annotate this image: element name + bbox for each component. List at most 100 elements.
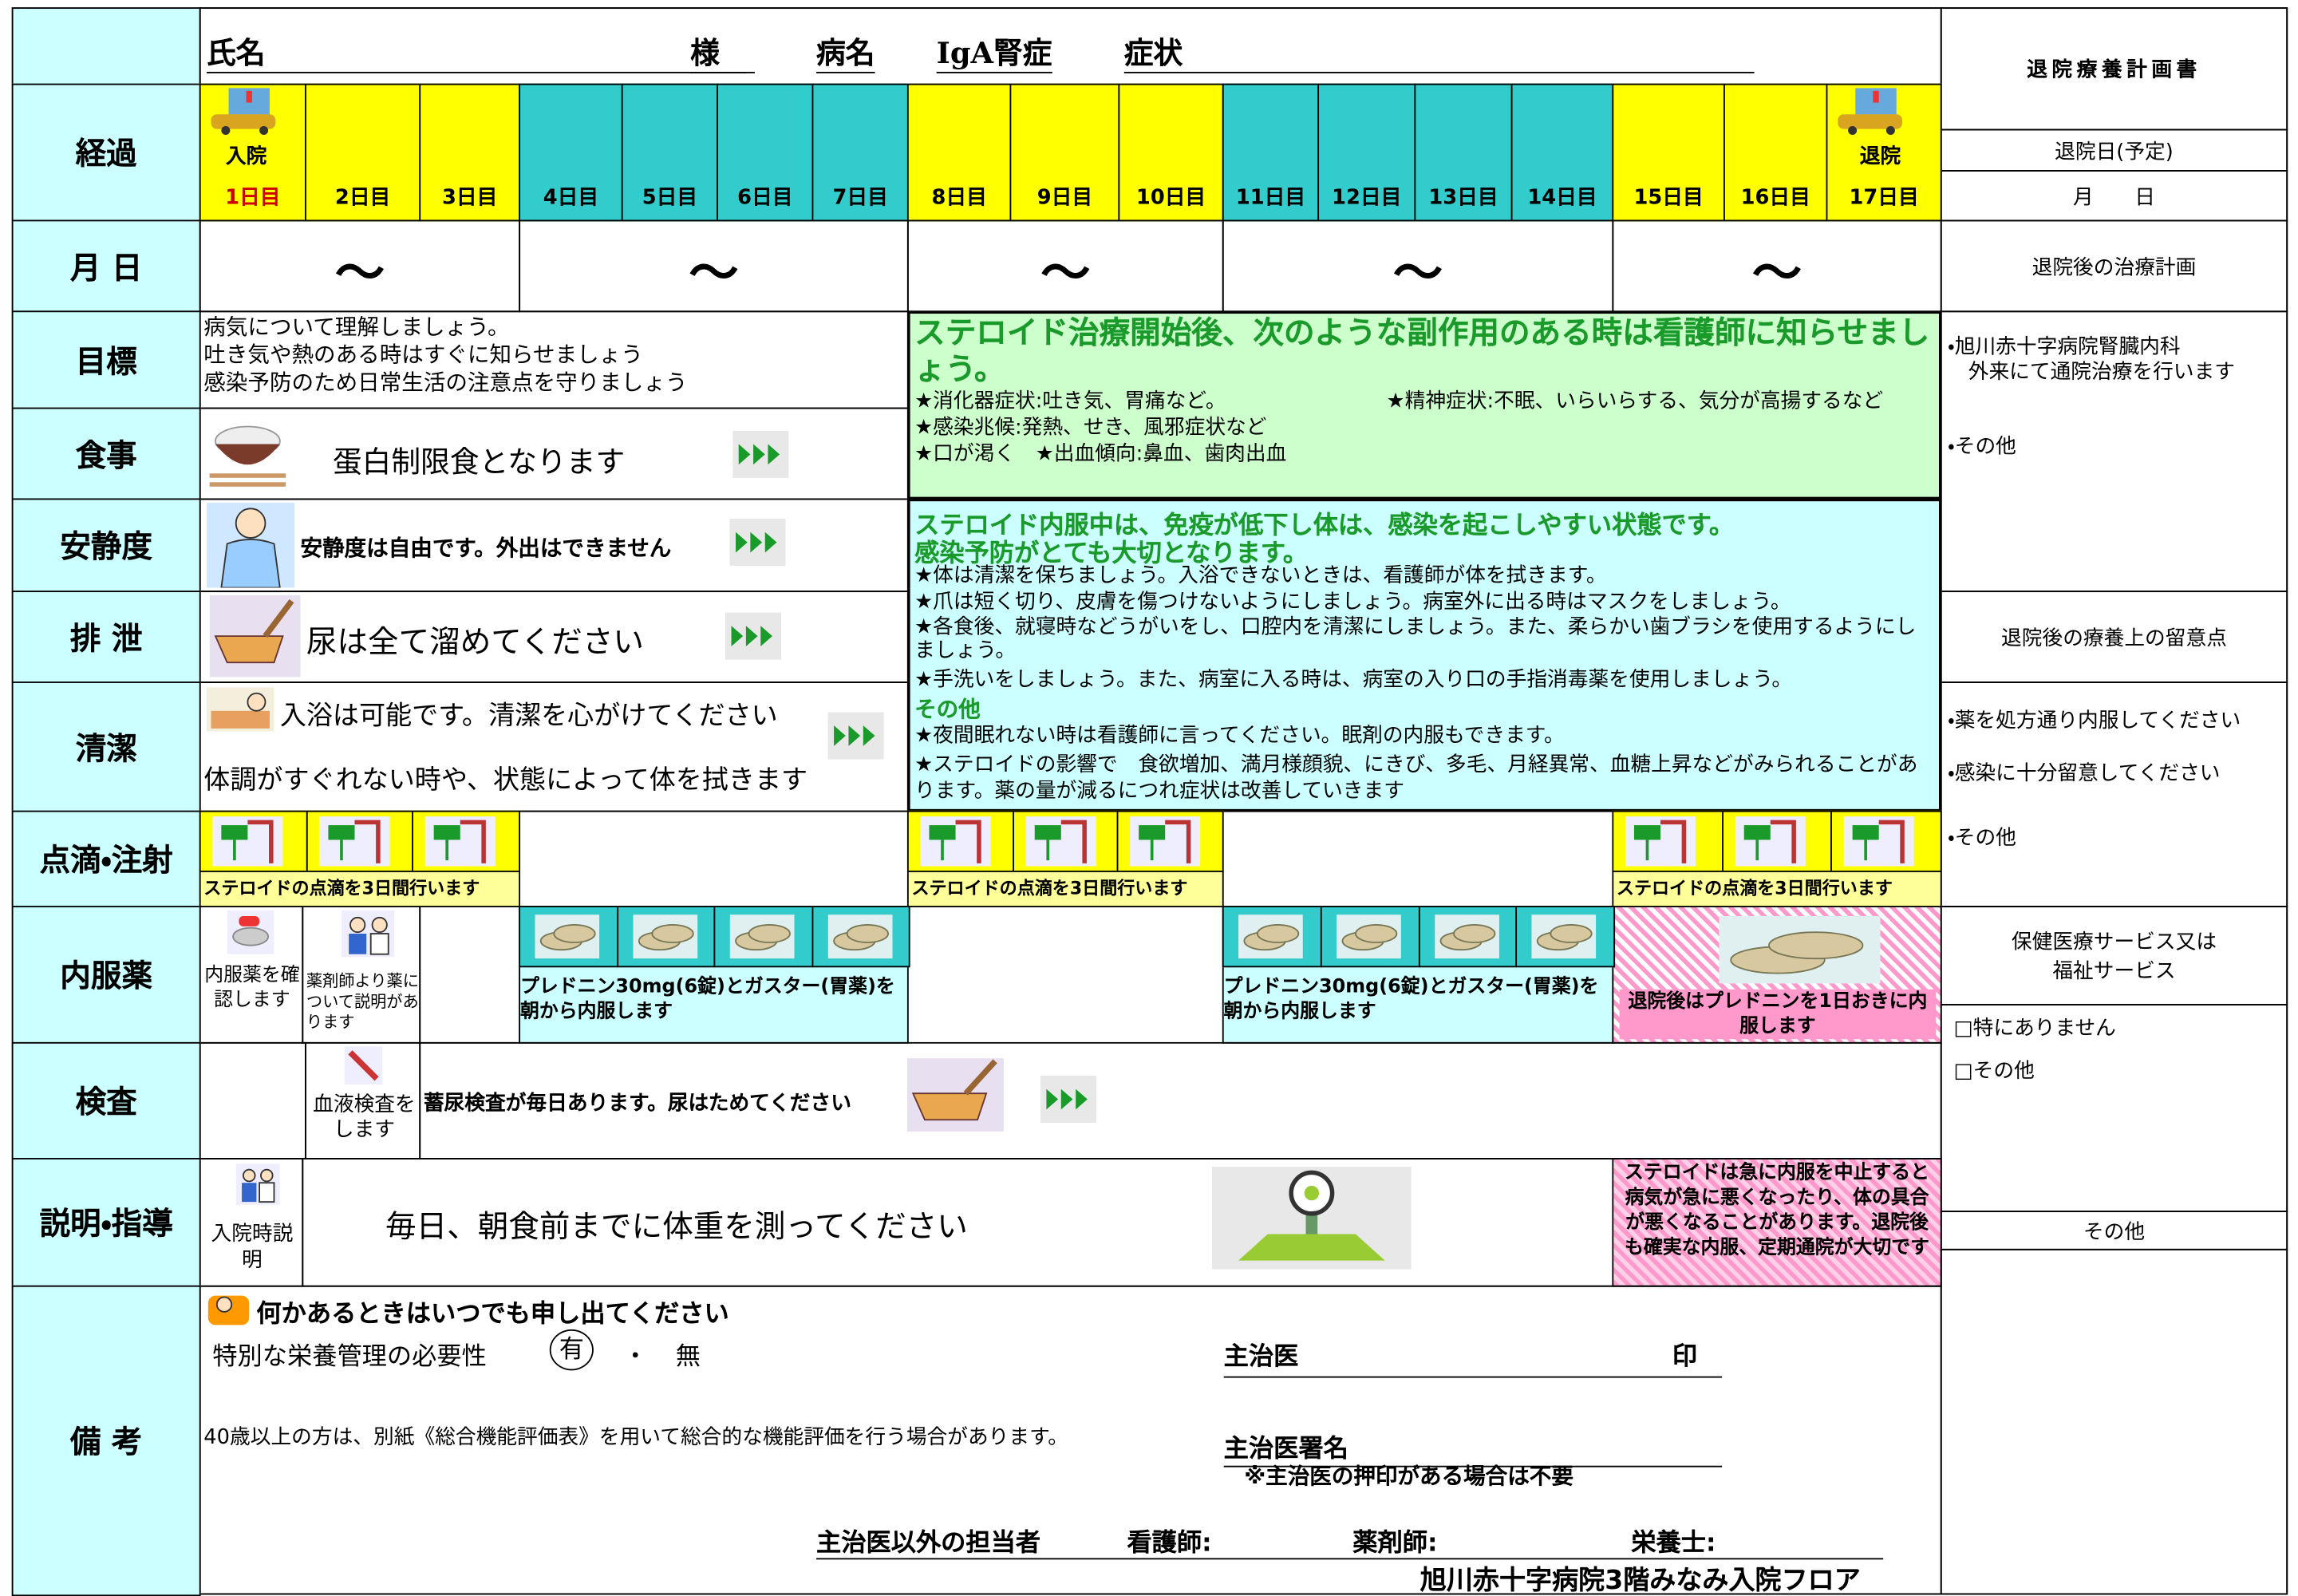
excretion-cell: 尿は全て溜めてください [199, 591, 909, 683]
notice-icon [207, 1295, 250, 1325]
med-plan-text: プレドニン30mg(6錠)とガスター(胃薬)を朝から内服します [520, 976, 895, 1024]
drip-cell [1721, 810, 1833, 872]
day-label: 4日目 [543, 186, 599, 210]
goals-cell: 病気について理解しましょう。 吐き気や熱のある時はすぐに知らせましょう 感染予防… [199, 310, 909, 409]
date-mark: 〜 [334, 244, 385, 304]
infection-other-item: ★夜間眠れない時は看護師に言ってください。眠剤の内服もできます。 [914, 724, 1565, 748]
day-label: 5日目 [642, 186, 698, 210]
goal: 病気について理解しましょう。 [203, 314, 510, 341]
drip-text: ステロイドの点滴を3日間行います [906, 871, 1224, 907]
nutrition-separator: ・ [622, 1342, 648, 1373]
doctor-label: 主治医 [1223, 1335, 1723, 1378]
warning-text: ステロイドは急に内服を中止すると病気が急に悪くなったり、体の具合が悪くなることが… [1624, 1162, 1930, 1259]
day-label: 7日目 [832, 186, 888, 210]
day-label: 16日目 [1740, 186, 1810, 210]
sheet-title: 退院療養計画書 [1940, 7, 2288, 131]
day-cell: 2日目 [305, 83, 421, 222]
drip-cell [1117, 810, 1224, 872]
floor-label: 旭川赤十字病院3階みなみ入院フロア [1419, 1565, 1861, 1595]
date-mark: 〜 [1040, 244, 1091, 304]
tablet-icon [827, 915, 892, 959]
infection-item: ★体は清潔を保ちましょう。入浴できないときは、看護師が体を拭きます。 [914, 564, 1607, 588]
day-cell: 3日目 [419, 83, 521, 222]
tablet-icon [1238, 915, 1303, 959]
infection-item: ★爪は短く切り、皮膚を傷つけないようにしましょう。病室外に出る時はマスクをしまし… [914, 591, 1791, 614]
after-med-cell: 退院後はプレドニンを1日おきに内服します [1612, 906, 1942, 1044]
arrow-icon [725, 612, 781, 660]
other-cell [1940, 1248, 2288, 1595]
remarks-cell: 何かあるときはいつでも申し出てください 特別な栄養管理の必要性 有 ・ 無 40… [199, 1285, 1942, 1595]
urine-test-text: 蓄尿検査が毎日あります。尿はためてください [423, 1092, 851, 1116]
date-mark: 〜 [1751, 244, 1802, 304]
day-cell: 14日目 [1510, 83, 1614, 222]
day-cell: 15日目 [1612, 83, 1725, 222]
date-cell: 〜 [1222, 219, 1614, 313]
row-label: 内服薬 [11, 906, 201, 1044]
nutrition-no: 無 [675, 1342, 701, 1373]
tablet-cell [713, 906, 813, 968]
person-icon [206, 502, 295, 588]
after-med-text: 退院後はプレドニンを1日おきに内服します [1619, 989, 1937, 1040]
row-label: 排 泄 [11, 591, 201, 683]
services-cell: □特にありません □その他 [1940, 1004, 2288, 1212]
drip-icon [920, 816, 991, 867]
date-mark: 〜 [1392, 244, 1443, 304]
treatment-plan-label: 退院後の治療計画 [1940, 219, 2288, 313]
drip-cell [1612, 810, 1724, 872]
other-label: その他 [1940, 1211, 2288, 1250]
care-notes-cell: ・薬を処方通り内服してください ・感染に十分留意してください ・その他 [1940, 681, 2288, 907]
day-cell: 6日目 [717, 83, 814, 222]
tablet-icon [1719, 915, 1881, 984]
admission-guide-text: 入院時説明 [211, 1222, 294, 1273]
day-label: 11日目 [1235, 186, 1306, 210]
drip-icon [1625, 816, 1696, 867]
date-cell: 〜 [1612, 219, 1942, 313]
pharmacist-icon [341, 910, 395, 958]
month-day: 月 日 [1940, 170, 2288, 222]
rest-text: 安静度は自由です。外出はできません [300, 535, 672, 562]
meal-cell: 蛋白制限食となります [199, 407, 909, 500]
nutrition-text: 特別な栄養管理の必要性 [212, 1342, 487, 1373]
care-note: ・薬を処方通り内服してください [1948, 709, 2241, 733]
drip-icon [1735, 816, 1806, 867]
drip-icon [212, 816, 283, 867]
goal: 吐き気や熱のある時はすぐに知らせましょう [203, 341, 643, 369]
day-label: 6日目 [737, 186, 793, 210]
treatment-plan-item: ・旭川赤十字病院腎臓内科 外来にて通院治療を行います [1948, 335, 2236, 385]
row-label: 清潔 [11, 681, 201, 812]
drip-icon [1025, 816, 1096, 867]
seal-label: 印 [1672, 1342, 1697, 1373]
drip-cell [1012, 810, 1119, 872]
care-note: ・感染に十分留意してください [1948, 762, 2221, 786]
admission-guide-cell: 入院時説明 [199, 1158, 304, 1287]
care-note: ・その他 [1948, 826, 2016, 851]
doctor-sign-label: 主治医署名 [1223, 1428, 1723, 1468]
infection-title: 感染予防がとても大切となります。 [914, 539, 1309, 569]
discharge-date-label: 退院日(予定) [1940, 128, 2288, 172]
day-label: 2日目 [334, 186, 391, 210]
care-notes-label: 退院後の療養上の留意点 [1940, 591, 2288, 683]
hygiene-text: 入浴は可能です。清潔を心がけてください [279, 700, 778, 732]
hygiene-text: 体調がすぐれない時や、状態によって体を拭きます [203, 764, 808, 796]
urine-cup-icon [906, 1058, 1005, 1132]
pill-icon [227, 910, 274, 954]
tablet-cell [1418, 906, 1518, 968]
day-cell: 16日目 [1723, 83, 1828, 222]
admission-label: 入院 [225, 144, 267, 169]
row-label: 説明・指導 [11, 1158, 201, 1287]
tablet-cell [1222, 906, 1322, 968]
pharmacist-label: 薬剤師: [1352, 1528, 1438, 1558]
meal-text: 蛋白制限食となります [332, 444, 626, 480]
row-label: 経過 [11, 83, 201, 222]
day-label: 14日目 [1527, 186, 1597, 210]
row-label: 備 考 [11, 1285, 201, 1596]
day-cell: 11日目 [1222, 83, 1320, 222]
tablet-icon [632, 915, 697, 959]
drip-icon [425, 816, 496, 867]
drip-icon [1130, 816, 1201, 867]
row-label: 食事 [11, 407, 201, 500]
arrow-icon [729, 519, 786, 566]
day-cell: 4日目 [519, 83, 623, 222]
